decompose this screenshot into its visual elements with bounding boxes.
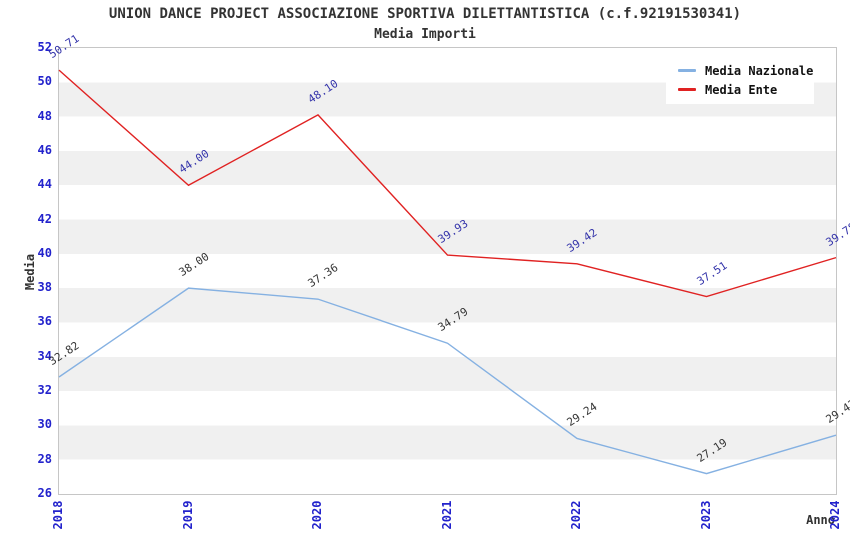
y-tick-label: 44 — [37, 177, 52, 192]
x-tick-label: 2024 — [828, 500, 842, 530]
y-tick-label: 50 — [37, 74, 52, 89]
y-tick-label: 26 — [37, 486, 52, 500]
y-tick-label: 52 — [37, 40, 52, 54]
legend-item-media-ente: Media Ente — [678, 80, 814, 99]
series-line-media-ente — [58, 69, 837, 298]
plot-area — [58, 47, 837, 495]
legend-line-sample-nazionale — [678, 69, 696, 72]
y-tick-label: 30 — [37, 417, 52, 432]
y-tick-label: 28 — [37, 451, 52, 466]
legend-item-media-nazionale: Media Nazionale — [678, 61, 814, 80]
series-line-media-nazionale — [58, 287, 837, 475]
chart-subtitle: Media Importi — [374, 27, 476, 42]
legend-label: Media Nazionale — [705, 63, 814, 78]
x-tick-label: 2022 — [569, 500, 583, 530]
legend-label: Media Ente — [705, 82, 778, 97]
x-tick-label: 2019 — [180, 500, 195, 530]
x-tick-label: 2018 — [51, 500, 65, 530]
series-lines — [58, 69, 837, 475]
y-tick-label: 38 — [37, 280, 52, 295]
legend-line-sample-ente — [678, 88, 696, 91]
y-tick-label: 34 — [37, 348, 52, 363]
y-tick-label: 48 — [37, 108, 52, 123]
x-tick-label: 2020 — [310, 500, 324, 530]
x-tick-label: 2023 — [698, 500, 713, 530]
y-tick-label: 36 — [37, 314, 52, 329]
x-axis-label: Anno — [806, 513, 835, 527]
chart-title: UNION DANCE PROJECT ASSOCIAZIONE SPORTIV… — [108, 6, 742, 22]
y-tick-label: 40 — [37, 245, 52, 260]
x-tick-label: 2021 — [439, 500, 454, 530]
y-tick-label: 42 — [37, 211, 52, 226]
y-tick-label: 46 — [37, 142, 52, 157]
y-tick-label: 32 — [37, 383, 52, 398]
legend: Media Nazionale Media Ente — [666, 56, 814, 104]
